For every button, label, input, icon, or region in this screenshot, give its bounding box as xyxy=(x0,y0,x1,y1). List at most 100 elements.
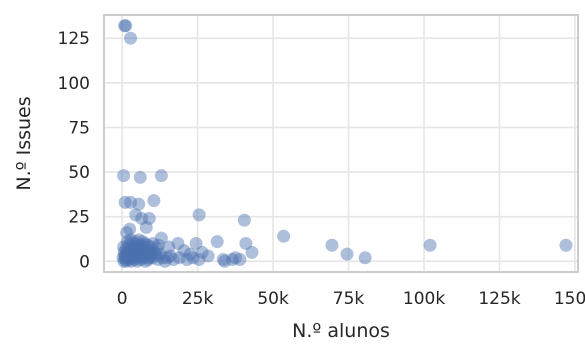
scatter-point xyxy=(139,254,153,268)
scatter-point xyxy=(120,247,134,261)
scatter-point xyxy=(340,247,354,261)
scatter-point xyxy=(201,249,215,263)
scatter-point xyxy=(150,242,164,256)
scatter-point xyxy=(130,238,144,252)
scatter-point xyxy=(120,226,134,240)
scatter-point xyxy=(132,238,146,252)
scatter-point xyxy=(137,240,151,254)
scatter-point xyxy=(129,247,143,261)
scatter-point xyxy=(156,251,170,265)
scatter-point xyxy=(124,233,138,247)
scatter-point xyxy=(131,244,145,258)
scatter-point xyxy=(210,235,224,249)
scatter-point xyxy=(125,245,139,259)
scatter-point xyxy=(123,249,137,263)
scatter-point xyxy=(151,253,165,267)
scatter-point xyxy=(145,251,159,265)
scatter-point xyxy=(358,251,372,265)
scatter-point xyxy=(117,240,131,254)
scatter-point xyxy=(132,197,146,211)
grid-lines xyxy=(104,15,578,272)
scatter-point xyxy=(130,254,144,268)
scatter-point xyxy=(151,238,165,252)
scatter-point xyxy=(171,236,185,250)
x-tick-label: 0 xyxy=(117,289,128,309)
y-tick-label: 25 xyxy=(68,208,90,228)
scatter-point xyxy=(186,251,200,265)
scatter-point xyxy=(119,242,133,256)
x-axis-ticks: 0 25k 50k 75k 100k 125k 150k xyxy=(117,289,585,309)
scatter-point xyxy=(121,244,135,258)
scatter-point xyxy=(142,251,156,265)
scatter-point xyxy=(142,211,156,225)
scatter-point xyxy=(162,240,176,254)
scatter-point xyxy=(237,213,251,227)
scatter-point xyxy=(123,222,137,236)
scatter-point xyxy=(148,245,162,259)
scatter-point xyxy=(245,245,259,259)
scatter-point xyxy=(126,236,140,250)
scatter-point xyxy=(124,195,138,209)
scatter-point xyxy=(119,249,133,263)
scatter-point xyxy=(119,19,133,33)
scatter-point xyxy=(130,251,144,265)
x-tick-label: 75k xyxy=(333,289,365,309)
scatter-point xyxy=(325,238,339,252)
y-axis-title: N.º Issues xyxy=(13,96,35,190)
scatter-point xyxy=(128,244,142,258)
scatter-point xyxy=(118,253,132,267)
scatter-point xyxy=(149,249,163,263)
scatter-point xyxy=(559,238,573,252)
scatter-point xyxy=(143,249,157,263)
scatter-points xyxy=(116,19,573,268)
scatter-point xyxy=(192,253,206,267)
y-axis-ticks: 0 25 50 75 100 125 xyxy=(58,29,90,272)
scatter-point xyxy=(177,244,191,258)
scatter-point xyxy=(134,238,148,252)
scatter-point xyxy=(172,251,186,265)
scatter-point xyxy=(127,242,141,256)
scatter-point xyxy=(123,251,137,265)
scatter-point xyxy=(118,249,132,263)
y-tick-label: 75 xyxy=(68,118,90,138)
scatter-point xyxy=(136,235,150,249)
scatter-point xyxy=(136,251,150,265)
x-tick-label: 125k xyxy=(478,289,520,309)
x-tick-label: 25k xyxy=(182,289,214,309)
scatter-point xyxy=(121,244,135,258)
scatter-point xyxy=(147,194,161,208)
scatter-point xyxy=(144,245,158,259)
scatter-point xyxy=(146,236,160,250)
scatter-point xyxy=(125,240,139,254)
scatter-point xyxy=(133,249,147,263)
y-tick-label: 50 xyxy=(68,163,90,183)
scatter-point xyxy=(277,229,291,243)
scatter-point xyxy=(122,247,136,261)
scatter-point xyxy=(138,244,152,258)
scatter-point xyxy=(124,31,138,45)
scatter-point xyxy=(140,238,154,252)
scatter-point xyxy=(117,245,131,259)
scatter-point xyxy=(135,245,149,259)
scatter-point xyxy=(180,253,194,267)
scatter-point xyxy=(183,247,197,261)
scatter-point xyxy=(128,253,142,267)
scatter-point xyxy=(423,238,437,252)
scatter-point xyxy=(160,251,174,265)
scatter-point xyxy=(121,251,135,265)
y-tick-label: 125 xyxy=(58,29,90,49)
scatter-point xyxy=(117,254,131,268)
scatter-point xyxy=(189,236,203,250)
scatter-point xyxy=(138,236,152,250)
scatter-point xyxy=(118,19,132,33)
scatter-point xyxy=(239,236,253,250)
scatter-point xyxy=(124,254,138,268)
scatter-point xyxy=(128,235,142,249)
scatter-point xyxy=(144,240,158,254)
scatter-point xyxy=(117,169,131,183)
scatter-point xyxy=(163,249,177,263)
scatter-point xyxy=(135,211,149,225)
scatter-point xyxy=(192,208,206,222)
scatter-point xyxy=(141,253,155,267)
